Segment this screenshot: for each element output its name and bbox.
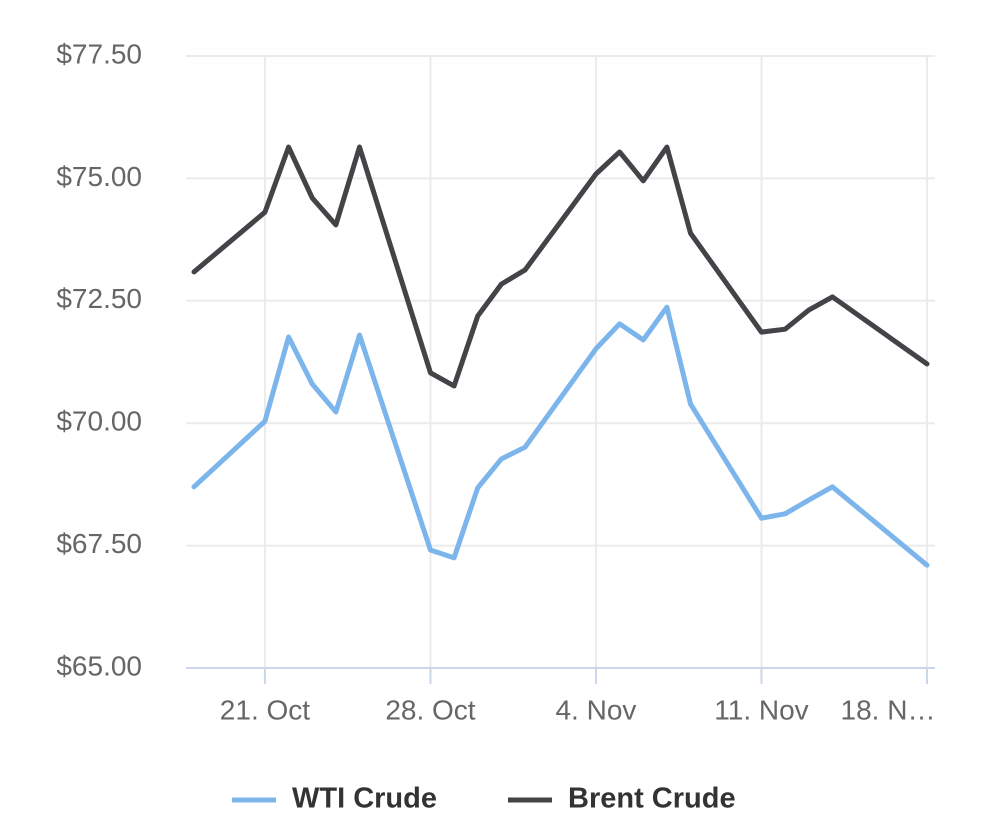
legend-label[interactable]: Brent Crude — [568, 783, 736, 815]
y-tick-label: $67.50 — [56, 528, 142, 559]
y-tick-label: $65.00 — [56, 650, 142, 681]
y-tick-label: $70.00 — [56, 406, 142, 437]
x-tick-label: 18. N… — [841, 694, 936, 725]
data-line — [191, 144, 930, 389]
legend-label[interactable]: WTI Crude — [292, 783, 437, 815]
y-tick-label: $77.50 — [56, 38, 142, 69]
x-tick-label: 21. Oct — [220, 694, 310, 725]
y-tick-label: $75.00 — [56, 161, 142, 192]
x-tick-label: 11. Nov — [714, 694, 808, 725]
x-tick-label: 28. Oct — [385, 694, 475, 725]
x-tick-label: 4. Nov — [555, 694, 636, 725]
data-line — [191, 304, 930, 568]
y-tick-label: $72.50 — [56, 283, 142, 314]
